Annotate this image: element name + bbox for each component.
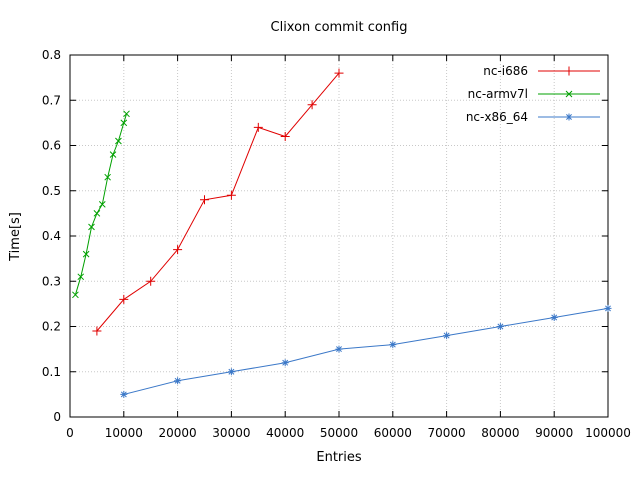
series-line-nc-x86_64 [123, 307, 609, 395]
series-marker [98, 201, 106, 208]
series-marker [120, 119, 128, 127]
series-marker [604, 304, 612, 312]
x-tick-label: 90000 [535, 426, 573, 440]
series-marker [72, 291, 79, 299]
series-marker [104, 173, 111, 181]
x-tick-label: 40000 [266, 426, 304, 440]
series-marker [253, 122, 263, 132]
series-marker [227, 368, 235, 376]
series-line-nc-i686 [96, 72, 340, 332]
series-marker [77, 273, 85, 281]
x-tick-label: 10000 [105, 426, 143, 440]
y-tick-label: 0.3 [42, 274, 61, 288]
series-marker [335, 345, 343, 353]
y-tick-label: 0.6 [42, 139, 61, 153]
series-marker [443, 332, 451, 340]
y-tick-label: 0.5 [42, 184, 61, 198]
series-marker [174, 377, 182, 385]
x-tick-label: 60000 [374, 426, 412, 440]
y-tick-label: 0.4 [42, 229, 61, 243]
series-marker [226, 190, 236, 200]
series-marker [200, 195, 209, 205]
series-marker [119, 294, 129, 304]
series-marker [109, 151, 117, 158]
series-marker [307, 100, 317, 110]
series-marker [334, 68, 344, 78]
x-tick-label: 30000 [212, 426, 250, 440]
y-tick-label: 0.1 [42, 365, 61, 379]
x-axis-label: Entries [316, 450, 362, 465]
series-marker [389, 341, 397, 349]
series-marker [92, 326, 102, 336]
series-marker [564, 66, 574, 76]
plot-border [69, 54, 609, 418]
series-marker [280, 132, 290, 141]
series-marker [550, 314, 558, 321]
legend-label: nc-armv7l [468, 87, 528, 101]
x-tick-label: 80000 [481, 426, 519, 440]
legend-label: nc-x86_64 [466, 110, 528, 124]
series-marker [496, 323, 504, 330]
series-marker [93, 210, 101, 217]
x-tick-label: 70000 [428, 426, 466, 440]
y-tick-label: 0 [53, 410, 61, 424]
series-marker [120, 390, 128, 398]
chart-title: Clixon commit config [270, 20, 408, 35]
series-marker [88, 223, 95, 231]
series-marker [281, 359, 289, 367]
series-marker [82, 250, 90, 258]
series-marker [146, 276, 156, 286]
series-marker [123, 110, 130, 118]
x-tick-label: 0 [66, 426, 74, 440]
y-tick-label: 0.2 [42, 320, 61, 334]
series-marker [565, 113, 573, 121]
legend-label: nc-i686 [483, 64, 528, 78]
y-tick-label: 0.8 [42, 48, 61, 62]
series-marker [115, 137, 122, 145]
series-marker [565, 90, 573, 98]
x-tick-label: 100000 [585, 426, 631, 440]
y-tick-label: 0.7 [42, 93, 61, 107]
series-marker [173, 245, 183, 255]
x-tick-label: 20000 [159, 426, 197, 440]
x-tick-label: 50000 [320, 426, 358, 440]
